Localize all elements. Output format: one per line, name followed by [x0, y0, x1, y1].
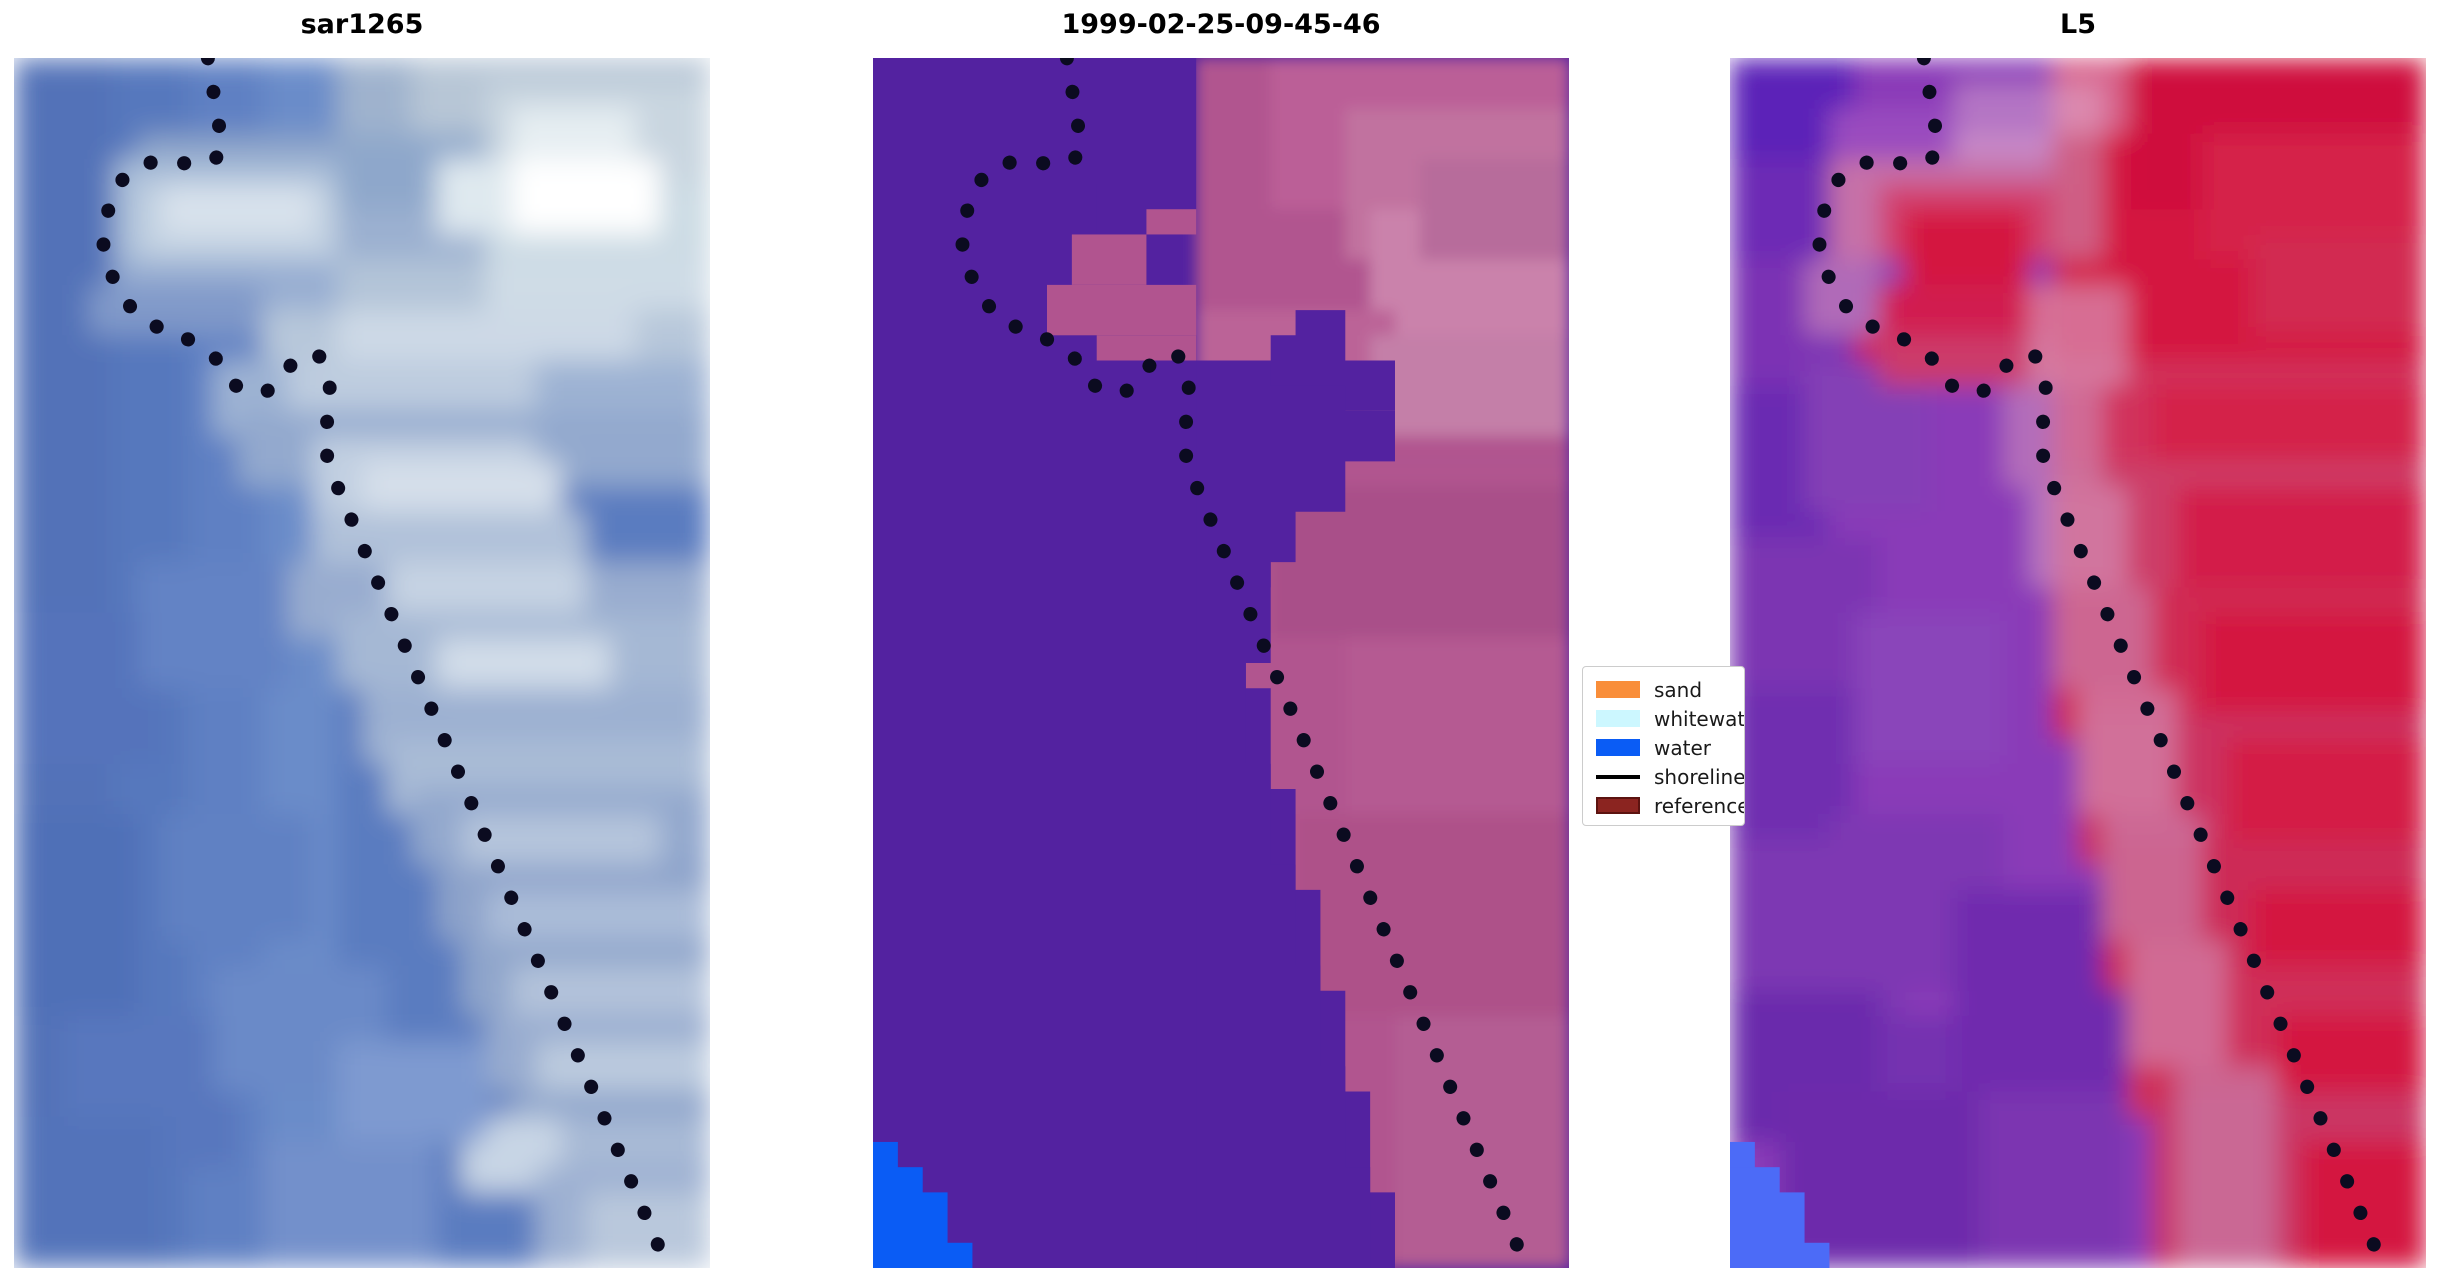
legend-item-sand: sand — [1583, 675, 1744, 704]
color-swatch-icon-whitewater — [1596, 710, 1640, 727]
panel-classification-map — [873, 58, 1569, 1268]
legend-item-reference: reference — [1583, 791, 1744, 820]
panel-title-sar: sar1265 — [300, 9, 424, 40]
color-swatch-icon-sand — [1596, 681, 1640, 698]
legend-item-water: water — [1583, 733, 1744, 762]
panel-title-classification: 1999-02-25-09-45-46 — [1061, 9, 1381, 40]
panel-title-l5: L5 — [2060, 9, 2096, 40]
color-swatch-icon-water — [1596, 739, 1640, 756]
legend-label-whitewater: whitewater — [1654, 706, 1745, 731]
panel-sar-image — [14, 58, 710, 1268]
line-swatch-icon-shoreline — [1596, 774, 1640, 779]
classification-raster — [873, 58, 1569, 1268]
legend-box: sand whitewater water shoreline referenc… — [1582, 666, 1745, 826]
l5-raster — [1730, 58, 2426, 1268]
panel-l5-image — [1730, 58, 2426, 1268]
legend-item-shoreline: shoreline — [1583, 762, 1744, 791]
legend-label-shoreline: shoreline — [1654, 764, 1745, 789]
legend-label-water: water — [1654, 735, 1711, 760]
sar-raster — [14, 58, 710, 1268]
legend-label-reference: reference — [1654, 793, 1745, 818]
legend-item-whitewater: whitewater — [1583, 704, 1744, 733]
color-swatch-icon-reference — [1596, 797, 1640, 814]
legend-label-sand: sand — [1654, 677, 1703, 702]
